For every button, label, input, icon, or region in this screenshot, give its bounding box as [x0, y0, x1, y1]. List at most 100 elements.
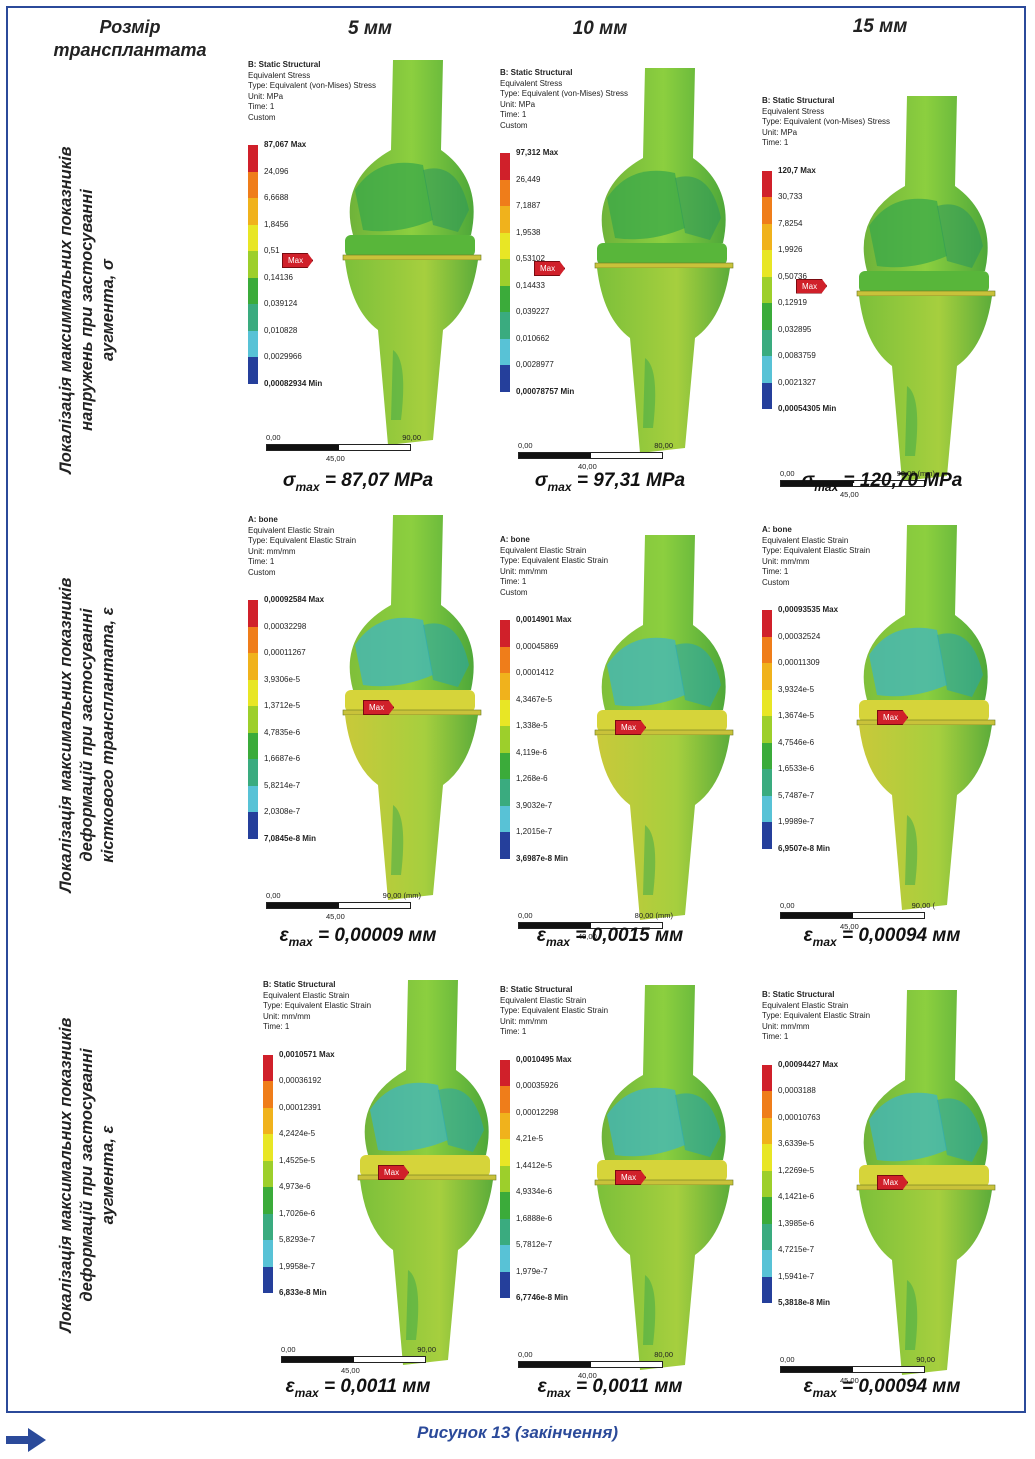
legend-swatch: [263, 1054, 273, 1081]
panel-title-line: Time: 1: [248, 102, 275, 111]
scale-label: 0,00: [780, 469, 795, 478]
panel-title-line: Unit: MPa: [500, 99, 536, 109]
legend-swatch: [762, 223, 772, 250]
legend-swatch: [248, 224, 258, 251]
legend-swatch: [762, 250, 772, 277]
panel-title-line: Equivalent Elastic Strain: [762, 1000, 849, 1010]
legend-swatch: [762, 769, 772, 796]
legend-label: 0,0003188: [778, 1086, 816, 1095]
legend-label: 3,9306e-5: [264, 674, 301, 684]
legend-swatch: [263, 1107, 273, 1134]
legend-label: 1,6687e-6: [264, 754, 301, 763]
scale-label: 0,00: [518, 911, 533, 920]
panel-title: B: Static Structural Equivalent Elastic S…: [263, 980, 371, 1033]
legend-label: 0,010828: [264, 325, 298, 335]
scale-bar: 0,00 90,00 45,00: [281, 1345, 436, 1385]
scale-label: 45,00: [326, 912, 345, 921]
max-marker: Max: [796, 278, 828, 294]
panel-title-line: Custom: [762, 577, 790, 587]
legend-label: 1,268e-6: [516, 774, 548, 783]
color-legend: 97,312 Max 26,449 7,1887 1,9538 0,53102 0,144…: [500, 148, 574, 406]
legend-label: 0,00082934 Min: [264, 378, 323, 388]
legend-label: 4,1421e-6: [778, 1192, 815, 1201]
legend-swatch: [248, 330, 258, 357]
legend-swatch: [500, 646, 510, 673]
panel-title-line: B: Static Structural: [762, 990, 835, 999]
legend-label: 1,7026e-6: [279, 1208, 316, 1218]
knee-model-render: [357, 980, 497, 1365]
legend-label: 0,0010571 Max: [279, 1049, 335, 1059]
legend-swatch: [248, 653, 258, 680]
fea-panel-r3-c3: B: Static Structural Equivalent Elastic S…: [762, 990, 1007, 1400]
legend-swatch: [762, 1276, 772, 1303]
scale-label: 0,00: [518, 441, 533, 450]
result-value: = 0,0011 мм: [318, 1376, 431, 1397]
legend-label: 0,0028977: [516, 360, 554, 369]
panel-title-line: Type: Equivalent Elastic Strain: [762, 546, 871, 555]
scale-label: 90,00: [916, 1355, 935, 1364]
scale-label: 90,00: [402, 433, 421, 442]
result-subscript: max: [814, 479, 839, 494]
panel-title-line: Equivalent Stress: [248, 70, 311, 80]
legend-label: 3,9324e-5: [778, 684, 815, 694]
panel-title-line: Type: Equivalent (von-Mises) Stress: [500, 89, 629, 98]
legend-swatch: [248, 732, 258, 759]
legend-swatch: [762, 1117, 772, 1144]
legend-label: 0,0083759: [778, 351, 816, 360]
panel-title-line: Custom: [248, 112, 276, 122]
fea-panel-r3-c1: B: Static Structural Equivalent Elastic S…: [263, 980, 508, 1390]
legend-label: 5,3818e-8 Min: [778, 1298, 831, 1307]
fea-panel-r2-c2: A: bone Equivalent Elastic Strain Type: Eq…: [500, 535, 745, 945]
legend-swatch: [762, 170, 772, 197]
legend-label: 0,0029966: [264, 352, 302, 361]
panel-title-line: A: bone: [500, 535, 530, 544]
scale-bar: 0,00 80,00 (mm) 40,00: [518, 911, 673, 951]
knee-model-render: [342, 515, 482, 900]
corner-label: Розмір трансплантата: [53, 17, 207, 60]
legend-label: 1,2269e-5: [778, 1165, 815, 1175]
fea-panel-r2-c1: A: bone Equivalent Elastic Strain Type: Eq…: [248, 515, 493, 925]
legend-label: 0,00012298: [516, 1107, 559, 1117]
result-symbol: ε: [285, 1376, 295, 1397]
panel-title: B: Static Structural Equivalent Elastic S…: [500, 985, 608, 1038]
legend-label: 120,7 Max: [778, 165, 816, 175]
legend-swatch: [500, 1059, 510, 1086]
legend-label: 26,449: [516, 174, 541, 184]
result-subscript: max: [294, 1385, 319, 1400]
panel-title-line: A: bone: [248, 515, 278, 524]
legend-label: 1,9926: [778, 245, 803, 254]
legend-swatch: [248, 304, 258, 331]
result-symbol: σ: [534, 470, 548, 491]
panel-title-line: B: Static Structural: [248, 60, 321, 69]
legend-label: 4,973e-6: [279, 1182, 311, 1191]
legend-label: 0,14433: [516, 280, 545, 290]
row-label-strain-bone-graft: Локалізація максимальних показників дефо…: [56, 577, 117, 893]
legend-label: 1,3985e-6: [778, 1218, 815, 1228]
panel-title-line: Type: Equivalent Elastic Strain: [248, 536, 357, 545]
legend-swatch: [500, 699, 510, 726]
legend-label: 0,032895: [778, 324, 812, 334]
scale-label: 45,00: [341, 1366, 360, 1375]
panel-title-line: Equivalent Elastic Strain: [263, 990, 350, 1000]
panel-title-line: Equivalent Elastic Strain: [248, 525, 335, 535]
max-marker: Max: [534, 261, 566, 276]
panel-title-line: Unit: mm/mm: [500, 1016, 548, 1026]
scale-label: 45,00: [840, 922, 859, 931]
knee-model-render: [856, 525, 996, 910]
legend-swatch: [500, 1112, 510, 1139]
legend-swatch: [500, 232, 510, 259]
result-value: = 0,0015 мм: [569, 925, 684, 946]
max-marker: Max: [378, 1165, 410, 1180]
strain-max-result: εmax = 0,0011 мм: [243, 1376, 473, 1400]
legend-swatch: [500, 312, 510, 339]
legend-swatch: [500, 259, 510, 286]
legend-swatch: [762, 1064, 772, 1091]
legend-label: 1,6888e-6: [516, 1213, 553, 1223]
panel-title-line: Unit: MPa: [762, 127, 798, 137]
result-subscript: max: [546, 1385, 571, 1400]
legend-label: 0,00045869: [516, 641, 559, 651]
legend-label: 1,9958e-7: [279, 1261, 316, 1271]
legend-label: 4,7835e-6: [264, 727, 301, 737]
legend-label: 1,9538: [516, 227, 541, 237]
fea-panel-r1-c2: B: Static Structural Equivalent Stress Typ…: [500, 68, 745, 478]
